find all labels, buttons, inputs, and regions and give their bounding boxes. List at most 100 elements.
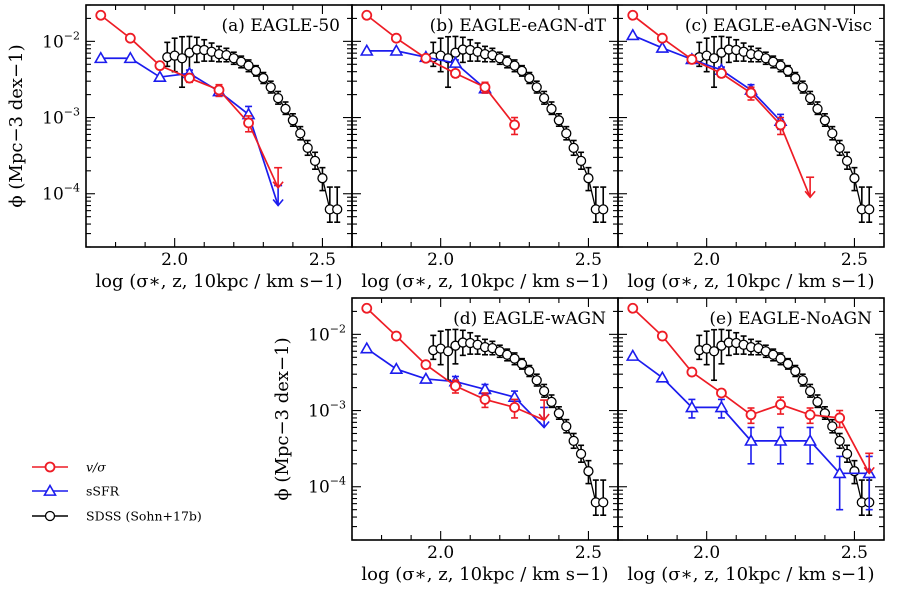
sdss-point: [834, 142, 845, 154]
plot-area: [625, 302, 877, 517]
sdss-point: [708, 53, 720, 64]
legend-marker: [44, 510, 56, 522]
plot-area: [359, 302, 609, 517]
ssfr-point: [655, 40, 670, 53]
ssfr-limit-arrow: [272, 199, 284, 207]
vsigma-limit-arrow: [272, 181, 284, 189]
sdss-point: [708, 346, 720, 357]
y-tick-label: 10−4: [308, 475, 346, 498]
sdss-point: [804, 92, 816, 104]
sdss-point: [841, 155, 853, 167]
x-axis-label: log (σ∗, z, 10kpc / km s−1): [361, 564, 608, 585]
vsigma-point: [184, 72, 195, 84]
vsigma-point: [479, 81, 491, 93]
panel-title: (b) EAGLE-eAGN-dT: [430, 16, 607, 36]
vsigma-point: [420, 359, 432, 371]
y-tick-exponent: −3: [64, 106, 80, 119]
ssfr-point: [803, 433, 817, 446]
vsigma-point: [95, 9, 107, 21]
sdss-point: [250, 65, 262, 77]
vsigma-limit-arrow: [538, 413, 550, 422]
vsigma-line: [366, 14, 516, 126]
y-tick-base: 10: [308, 402, 330, 422]
ssfr-limit-arrow: [538, 420, 550, 429]
legend-item: v/σ: [32, 460, 106, 475]
vsigma-point: [716, 387, 727, 399]
sdss-point: [575, 155, 587, 167]
sdss-point: [546, 103, 557, 115]
sdss-point: [531, 82, 542, 93]
vsigma-point: [243, 117, 254, 129]
plot-area: [359, 9, 609, 224]
x-axis-label: log (σ∗, z, 10kpc / km s−1): [627, 271, 874, 292]
vsigma-point: [509, 119, 520, 131]
x-axis-label: log (σ∗, z, 10kpc / km s−1): [627, 564, 874, 585]
legend-label: SDSS (Sohn+17b): [86, 509, 202, 524]
x-tick-label: 2.5: [309, 250, 336, 270]
vsigma-point: [834, 412, 846, 424]
sdss-point: [280, 103, 291, 115]
sdss-point: [797, 375, 808, 386]
y-tick-label: 10−2: [308, 322, 346, 345]
panel-title: (e) EAGLE-NoAGN: [709, 309, 872, 329]
vsigma-point: [656, 330, 668, 342]
panel-1: 2.0 2.510−410−310−2ϕ (Mpc−3 dex−1)log (σ∗…: [6, 4, 353, 292]
x-tick-label: 2.5: [575, 250, 602, 270]
sdss-point: [827, 128, 838, 139]
sdss-point: [553, 115, 565, 126]
sdss-point: [568, 142, 579, 154]
sdss-point: [309, 155, 321, 167]
vsigma-point: [390, 330, 402, 342]
panel-title: (c) EAGLE-eAGN-Visc: [685, 16, 872, 36]
ssfr-point: [153, 69, 167, 82]
y-tick-exponent: −4: [330, 475, 346, 488]
y-tick-label: 10−2: [42, 29, 80, 52]
sdss-point: [827, 421, 838, 432]
y-tick-label: 10−4: [42, 182, 80, 205]
vsigma-limit-arrow: [804, 190, 816, 199]
sdss-point: [258, 72, 269, 84]
vsigma-point: [154, 60, 166, 72]
legend: v/σ sSFR SDSS (Sohn+17b): [32, 460, 202, 524]
y-tick-exponent: −3: [330, 399, 346, 412]
vsigma-point: [686, 53, 698, 65]
sdss-point: [546, 396, 557, 408]
ssfr-point: [625, 28, 640, 41]
vsigma-point: [509, 401, 520, 413]
vsigma-point: [656, 32, 668, 44]
ssfr-point: [832, 466, 847, 479]
x-tick-label: 2.5: [841, 543, 868, 563]
sdss-point: [849, 173, 860, 184]
vsigma-point: [390, 32, 402, 44]
legend-item: sSFR: [32, 484, 120, 499]
ssfr-point: [359, 341, 374, 354]
y-tick-base: 10: [42, 109, 64, 129]
y-tick-base: 10: [308, 478, 330, 498]
sdss-point: [531, 375, 542, 386]
sdss-point: [583, 173, 594, 184]
vsigma-point: [804, 409, 816, 421]
x-tick-label: 2.0: [427, 543, 454, 563]
x-tick-label: 2.0: [161, 250, 188, 270]
x-tick-label: 2.5: [575, 543, 602, 563]
sdss-point: [516, 358, 528, 370]
sdss-point: [575, 448, 587, 460]
vsigma-point: [716, 67, 727, 79]
vsigma-point: [775, 119, 786, 131]
plot-area: [93, 9, 343, 224]
sdss-point: [442, 346, 454, 357]
sdss-point: [797, 82, 808, 93]
vsigma-point: [745, 87, 757, 99]
ssfr-point: [359, 43, 374, 56]
ssfr-point: [389, 43, 404, 56]
sdss-point: [265, 82, 276, 93]
panel-frame: [617, 4, 885, 248]
ssfr-point: [744, 433, 758, 446]
y-tick-exponent: −4: [64, 182, 80, 195]
y-axis-label: ϕ (Mpc−3 dex−1): [6, 44, 27, 207]
vsigma-point: [745, 409, 757, 421]
panel-frame: [351, 4, 619, 248]
